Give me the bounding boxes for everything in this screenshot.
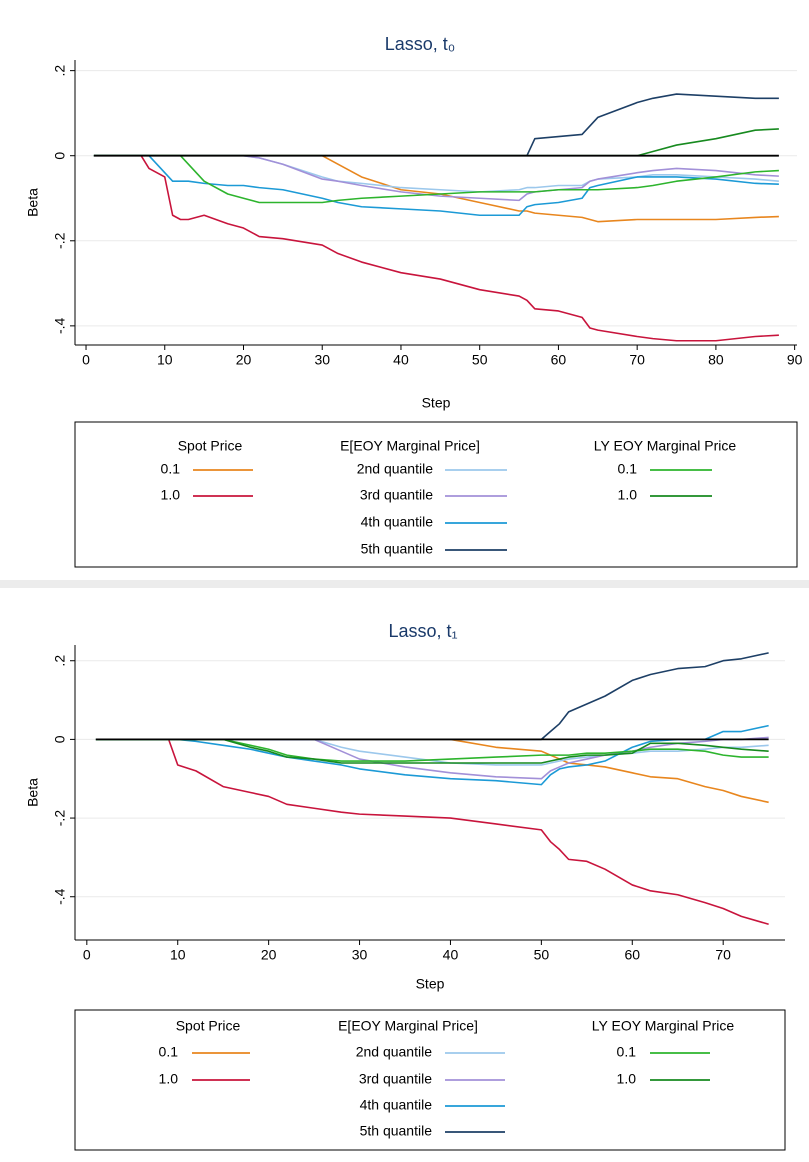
x-tick-label: 90 — [787, 352, 803, 368]
legend-label: 2nd quantile — [356, 1044, 433, 1060]
y-tick-label: .2 — [52, 65, 68, 77]
series-line — [95, 738, 769, 926]
legend-group-title: E[EOY Marginal Price] — [340, 438, 480, 454]
x-tick-label: 0 — [82, 352, 90, 368]
legend-label: 4th quantile — [361, 514, 434, 530]
y-axis-label: Beta — [25, 778, 41, 807]
y-tick-label: -.2 — [52, 232, 68, 249]
legend-label: 5th quantile — [361, 541, 434, 557]
legend-label: 0.1 — [161, 461, 181, 477]
chart-title: Lasso, t₀ — [385, 34, 456, 54]
y-tick-label: -.4 — [52, 888, 68, 905]
x-tick-label: 40 — [443, 947, 459, 963]
y-tick-label: -.2 — [52, 810, 68, 827]
chart-title: Lasso, t₁ — [388, 621, 457, 641]
x-axis-label: Step — [416, 976, 445, 992]
x-tick-label: 30 — [314, 352, 330, 368]
line-chart: Lasso, t₀ .2 0 -.2 -.4 0 10 20 30 40 50 60 70 80 90 Ste… — [25, 34, 803, 568]
y-tick-label: -.4 — [52, 317, 68, 334]
series-line — [93, 154, 779, 217]
legend-label: 5th quantile — [360, 1123, 433, 1139]
x-tick-label: 20 — [261, 947, 277, 963]
legend-label: 4th quantile — [360, 1097, 433, 1113]
x-tick-label: 40 — [393, 352, 409, 368]
x-tick-label: 30 — [352, 947, 368, 963]
x-tick-label: 70 — [715, 947, 731, 963]
x-tick-label: 60 — [551, 352, 567, 368]
series-line — [93, 154, 779, 342]
panel-separator — [0, 580, 809, 588]
series-line — [95, 738, 769, 764]
legend-group-title: Spot Price — [178, 438, 243, 454]
x-tick-label: 0 — [83, 947, 91, 963]
x-tick-label: 20 — [236, 352, 252, 368]
legend-group-title: LY EOY Marginal Price — [592, 1018, 735, 1034]
legend-group-title: E[EOY Marginal Price] — [338, 1018, 478, 1034]
x-axis-label: Step — [422, 395, 451, 411]
legend-label: 0.1 — [618, 461, 638, 477]
x-tick-label: 50 — [534, 947, 550, 963]
x-tick-label: 10 — [170, 947, 186, 963]
legend-label: 1.0 — [161, 487, 181, 503]
y-axis-label: Beta — [25, 188, 41, 217]
legend-label: 1.0 — [617, 1071, 637, 1087]
x-tick-label: 10 — [157, 352, 173, 368]
x-tick-label: 80 — [708, 352, 724, 368]
legend-label: 1.0 — [618, 487, 638, 503]
legend-label: 3rd quantile — [359, 1071, 432, 1087]
line-chart: Lasso, t₁ .2 0 -.2 -.4 0 10 20 30 40 50 60 70 Step Bet… — [25, 621, 786, 1151]
x-tick-label: 70 — [629, 352, 645, 368]
legend-group-title: LY EOY Marginal Price — [594, 438, 737, 454]
legend-label: 1.0 — [159, 1071, 179, 1087]
legend-label: 2nd quantile — [357, 461, 434, 477]
legend-label: 0.1 — [159, 1044, 179, 1060]
legend-label: 0.1 — [617, 1044, 637, 1060]
y-tick-label: .2 — [52, 655, 68, 667]
x-tick-label: 50 — [472, 352, 488, 368]
x-tick-label: 60 — [624, 947, 640, 963]
y-tick-label: 0 — [52, 735, 68, 743]
legend-label: 3rd quantile — [360, 487, 433, 503]
legend-group-title: Spot Price — [176, 1018, 241, 1034]
legend-box — [74, 421, 798, 568]
y-tick-label: 0 — [52, 152, 68, 160]
